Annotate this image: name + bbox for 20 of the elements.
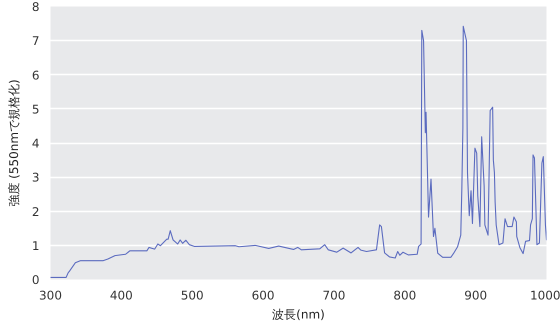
line-series: [50, 26, 546, 278]
x-tick-label: 900: [464, 288, 488, 302]
x-tick-label: 500: [180, 288, 204, 302]
x-tick-label: 1000: [530, 288, 560, 302]
y-tick-label: 5: [32, 102, 40, 116]
y-tick-label: 8: [32, 0, 40, 14]
x-axis-title: 波長(nm): [272, 308, 325, 322]
y-tick-label: 0: [32, 273, 40, 287]
y-tick-label: 2: [32, 204, 40, 219]
y-tick-label: 6: [32, 68, 40, 82]
x-tick-label: 700: [322, 288, 346, 302]
x-tick-label: 800: [393, 288, 416, 302]
y-tick-label: 4: [32, 136, 40, 150]
x-tick-label: 400: [110, 288, 133, 302]
x-tick-label: 300: [39, 288, 62, 302]
y-tick-label: 1: [32, 238, 40, 253]
y-axis-title: 強度 (550nmで規格化): [6, 79, 21, 207]
y-tick-label: 7: [32, 34, 40, 48]
x-tick-label: 600: [252, 288, 275, 302]
y-tick-label: 3: [32, 170, 40, 185]
